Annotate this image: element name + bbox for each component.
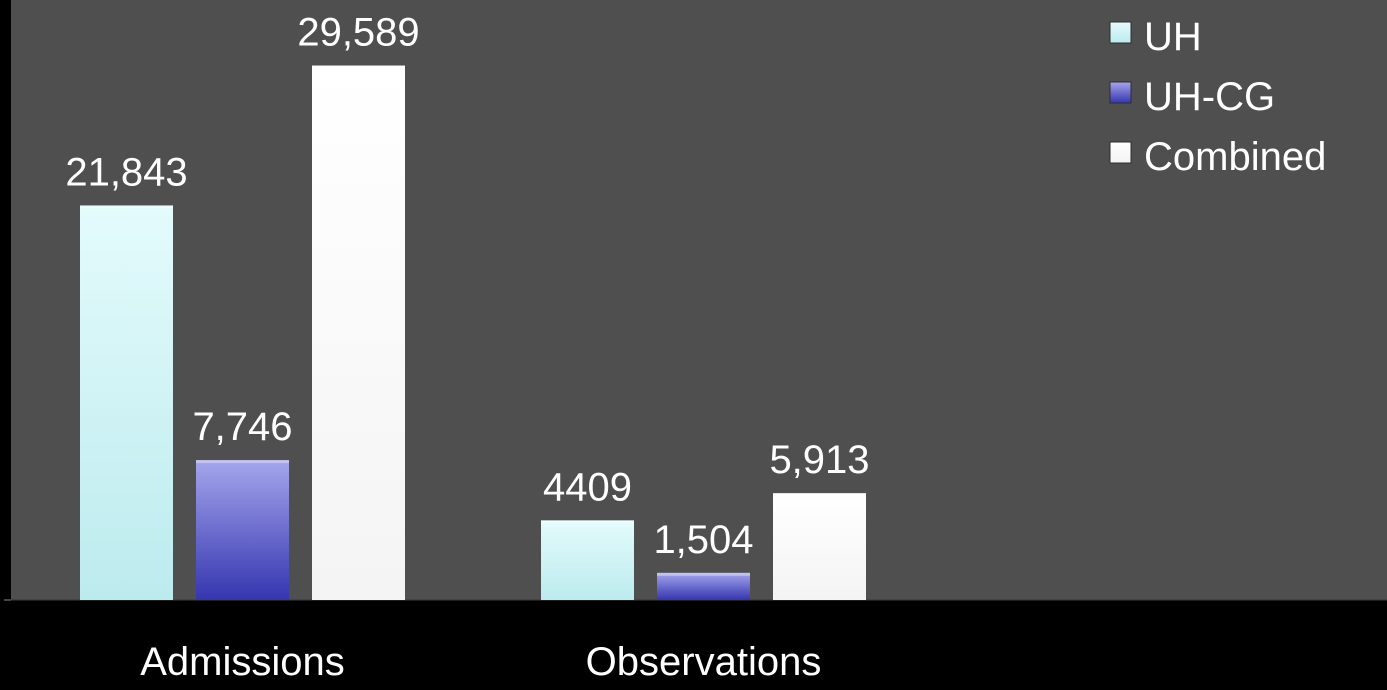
bar-combined-admissions — [312, 65, 405, 600]
bar-highlight-uh-observations — [541, 520, 634, 524]
data-label-uh-cg-observations: 1,504 — [653, 518, 753, 562]
x-tick-label-admissions: Admissions — [140, 640, 345, 684]
bars-layer — [80, 65, 866, 600]
legend-swatch-uh-cg — [1109, 81, 1132, 104]
legend-label-combined: Combined — [1144, 135, 1326, 179]
x-tick-label-observations: Observations — [586, 640, 822, 684]
x-axis-tick-labels: Admissions Observations — [140, 640, 821, 684]
data-label-combined-observations: 5,913 — [769, 438, 869, 482]
legend-swatch-uh — [1109, 21, 1132, 44]
legend-label-uh: UH — [1144, 15, 1202, 59]
data-label-combined-admissions: 29,589 — [297, 11, 419, 55]
bar-highlight-combined-observations — [773, 493, 866, 497]
data-label-uh-cg-admissions: 7,746 — [192, 405, 292, 449]
bar-combined-observations — [773, 493, 866, 600]
bar-uh-cg-admissions — [196, 460, 289, 600]
bar-highlight-uh-admissions — [80, 205, 173, 209]
legend-swatch-combined — [1109, 141, 1132, 164]
bar-highlight-combined-admissions — [312, 65, 405, 69]
data-labels-layer: 21,843 7,746 29,589 4409 1,504 5,913 — [65, 11, 869, 562]
bar-highlight-uh-cg-admissions — [196, 460, 289, 464]
legend-label-uh-cg: UH-CG — [1144, 75, 1275, 119]
bar-uh-observations — [541, 520, 634, 600]
data-label-uh-admissions: 21,843 — [65, 150, 187, 194]
bar-highlight-uh-cg-observations — [657, 572, 750, 576]
bar-uh-admissions — [80, 205, 173, 600]
bar-uh-cg-observations — [657, 572, 750, 600]
data-label-uh-observations: 4409 — [543, 465, 632, 509]
legend: UH UH-CG Combined — [1109, 15, 1326, 179]
